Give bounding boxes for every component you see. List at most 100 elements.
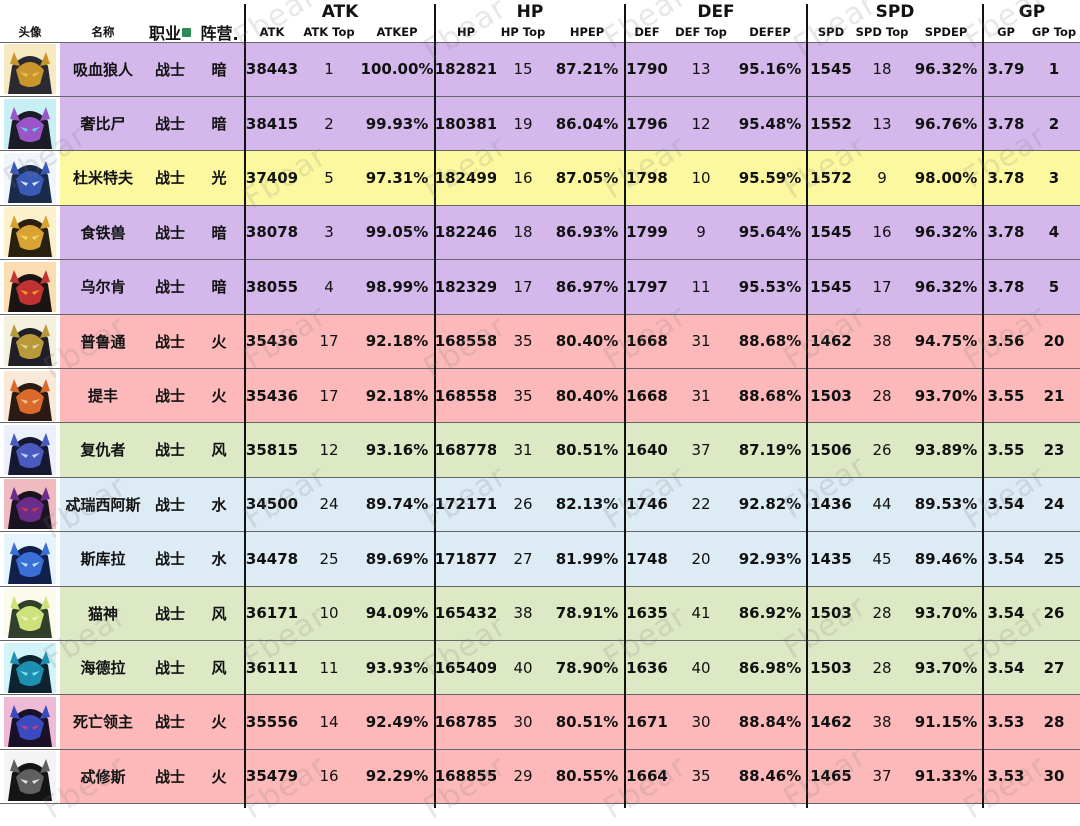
cell-def-top: 31 <box>691 386 711 405</box>
cell-def: 1748 <box>626 549 668 568</box>
cell-class: 战士 <box>154 60 185 79</box>
cell-name: 杜米特夫 <box>72 169 133 188</box>
cell-hp-top: 18 <box>513 223 533 242</box>
cell-spdep: 98.00% <box>914 168 978 187</box>
column-header-label: 职业 <box>148 24 181 42</box>
avatar-shebishi <box>0 96 60 151</box>
table-row[interactable]: 忒瑞西阿斯 战士 水 34500 24 89.74% 172171 26 82.13% 1746 2… <box>0 477 1080 532</box>
cell-spd: 1436 <box>810 495 852 514</box>
cell-spdep: 94.75% <box>914 332 978 351</box>
table-row[interactable]: 海德拉 战士 风 36111 11 93.93% 165409 40 78.90% 1636 40 8… <box>0 640 1080 695</box>
cell-class: 战士 <box>154 604 185 623</box>
cell-spd: 1572 <box>810 168 852 187</box>
cell-hpep: 82.13% <box>555 495 619 514</box>
cell-spd-top: 13 <box>872 114 892 133</box>
cell-gp-top: 20 <box>1043 332 1065 351</box>
cell-atk: 34478 <box>246 549 298 568</box>
cell-name: 普鲁通 <box>80 332 126 351</box>
cell-def-top: 13 <box>691 60 711 79</box>
cell-defep: 92.93% <box>738 549 802 568</box>
cell-name: 斯库拉 <box>80 550 126 569</box>
cell-defep: 86.98% <box>738 658 802 677</box>
cell-atkep: 92.49% <box>365 712 429 731</box>
cell-defep: 88.46% <box>738 767 802 786</box>
table-row[interactable]: 食铁兽 战士 暗 38078 3 99.05% 182246 18 86.93% 1799 9 95.… <box>0 205 1080 260</box>
cell-atk-top: 11 <box>319 658 339 677</box>
cell-def: 1746 <box>626 495 668 514</box>
cell-atk: 35815 <box>246 440 298 459</box>
table-row[interactable]: 提丰 战士 火 35436 17 92.18% 168558 35 80.40% 1668 31 88… <box>0 368 1080 423</box>
cell-atk: 36111 <box>246 658 298 677</box>
row-divider <box>0 531 1080 533</box>
dropdown-icon: ▪ <box>233 35 238 42</box>
row-divider <box>0 585 1080 587</box>
cell-hp: 180381 <box>436 114 496 133</box>
cell-faction: 风 <box>211 441 227 460</box>
table-row[interactable]: 死亡领主 战士 火 35556 14 92.49% 168785 30 80.51% 1671 30… <box>0 694 1080 750</box>
column-header-hp-top: HP Top <box>496 22 550 42</box>
column-header-faction: 阵营 ▪ <box>194 22 244 42</box>
cell-atkep: 93.93% <box>365 658 429 677</box>
avatar-deathlord <box>0 694 60 750</box>
cell-class: 战士 <box>154 387 185 406</box>
cell-faction: 火 <box>211 767 227 786</box>
group-divider <box>982 4 984 808</box>
cell-spd-top: 44 <box>872 495 892 514</box>
column-header-label: HPEP <box>569 25 605 39</box>
cell-gp: 3.78 <box>987 277 1025 296</box>
cell-class: 战士 <box>154 659 185 678</box>
cell-atk: 35556 <box>246 712 298 731</box>
cell-hpep: 80.40% <box>555 332 619 351</box>
cell-faction: 暗 <box>211 278 227 297</box>
cell-spd: 1503 <box>810 658 852 677</box>
table-row[interactable]: 杜米特夫 战士 光 37409 5 97.31% 182499 16 87.05% 1798 10 9… <box>0 150 1080 206</box>
table-row[interactable]: 乌尔肯 战士 暗 38055 4 98.99% 182329 17 86.97% 1797 11 95… <box>0 259 1080 314</box>
group-divider <box>806 4 808 808</box>
cell-name: 复仇者 <box>80 441 126 460</box>
cell-faction: 火 <box>211 332 227 351</box>
cell-gp-top: 2 <box>1048 114 1060 133</box>
table-row[interactable]: 奢比尸 战士 暗 38415 2 99.93% 180381 19 86.04% 1796 12 95… <box>0 96 1080 151</box>
column-header-spd: SPD <box>808 22 854 42</box>
cell-hpep: 80.40% <box>555 386 619 405</box>
cell-atk-top: 1 <box>324 60 334 79</box>
cell-class: 战士 <box>154 441 185 460</box>
cell-name: 食铁兽 <box>80 223 126 242</box>
cell-spd-top: 16 <box>872 223 892 242</box>
cell-class: 战士 <box>154 713 185 732</box>
column-header-def-top: DEF Top <box>668 22 734 42</box>
avatar-catgod <box>0 586 60 641</box>
table-row[interactable]: 复仇者 战士 风 35815 12 93.16% 168778 31 80.51% 1640 37 8… <box>0 422 1080 478</box>
cell-class: 战士 <box>154 223 185 242</box>
cell-atkep: 93.16% <box>365 440 429 459</box>
table-row[interactable]: 普鲁通 战士 火 35436 17 92.18% 168558 35 80.40% 1668 31 8… <box>0 314 1080 369</box>
cell-gp: 3.54 <box>987 658 1025 677</box>
cell-faction: 火 <box>211 713 227 732</box>
cell-atk-top: 16 <box>319 767 339 786</box>
cell-atkep: 89.69% <box>365 549 429 568</box>
cell-defep: 95.48% <box>738 114 802 133</box>
column-header-label: DEF Top <box>675 25 727 39</box>
table-row[interactable]: 吸血狼人 战士暗 38443 1 100.00% 182821 15 87.21% 1790 13… <box>0 42 1080 97</box>
cell-faction: 水 <box>211 550 227 569</box>
column-header-spdep: SPDEP <box>910 22 982 42</box>
cell-hp: 182246 <box>436 223 496 242</box>
table-row[interactable]: 猫神 战士 风 36171 10 94.09% 165432 38 78.91% 1635 41 86… <box>0 586 1080 641</box>
cell-gp-top: 5 <box>1048 277 1060 296</box>
cell-def: 1635 <box>626 604 668 623</box>
cell-def: 1671 <box>626 712 668 731</box>
cell-gp-top: 23 <box>1043 440 1065 459</box>
table-row[interactable]: 忒修斯 战士 火 35479 16 92.29% 168855 29 80.55% 1664 35 8… <box>0 749 1080 804</box>
table-row[interactable]: 斯库拉 战士 水 34478 25 89.69% 171877 27 81.99% 1748 20 9… <box>0 531 1080 586</box>
cell-atk: 35436 <box>246 332 298 351</box>
cell-atkep: 92.29% <box>365 767 429 786</box>
cell-def: 1796 <box>626 114 668 133</box>
cell-atk-top: 14 <box>319 712 339 731</box>
cell-def-top: 11 <box>691 277 711 296</box>
cell-name: 奢比尸 <box>80 115 126 134</box>
row-divider <box>0 313 1080 315</box>
column-header-class: 职业 <box>146 22 194 42</box>
column-header-label: ATK Top <box>303 25 355 39</box>
group-header-gp: GP <box>1018 2 1046 22</box>
group-header-def: DEF <box>697 2 735 22</box>
